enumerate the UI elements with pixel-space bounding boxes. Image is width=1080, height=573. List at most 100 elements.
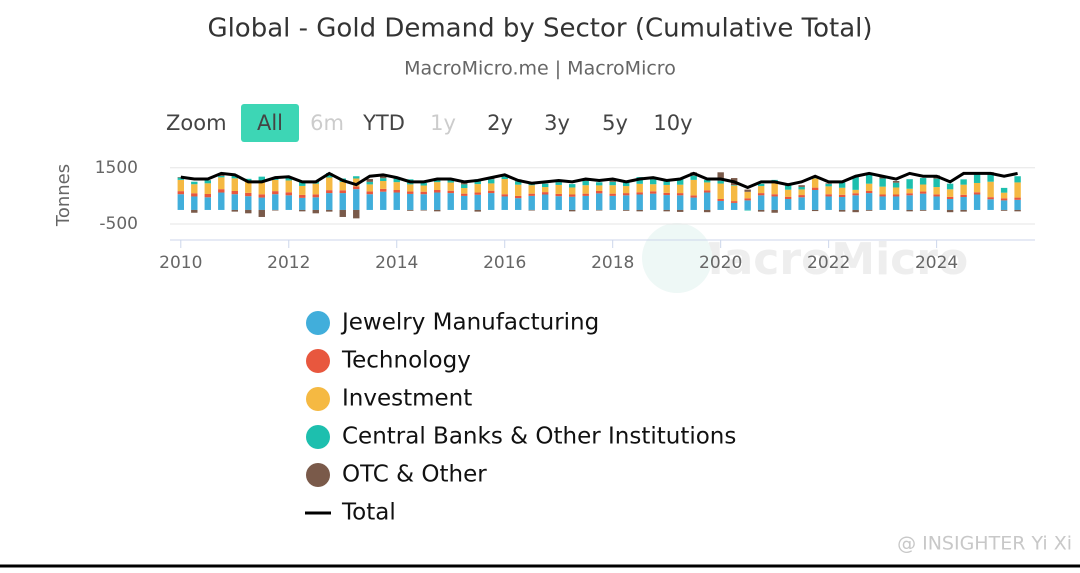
bar-segment (906, 210, 912, 211)
bar-segment (326, 210, 332, 212)
bar-segment (232, 194, 238, 210)
bar-segment (825, 196, 831, 209)
bar-segment (893, 194, 899, 196)
bar-segment (677, 210, 683, 212)
bar-segment (461, 188, 467, 194)
bar-segment (326, 190, 332, 193)
bar-segment (380, 178, 386, 181)
bar-segment (313, 184, 319, 195)
bar-segment (475, 210, 481, 212)
legend-label[interactable]: Central Banks & Other Institutions (342, 424, 736, 450)
bar-segment (879, 187, 885, 195)
bar-segment (272, 180, 278, 191)
bar-segment (421, 194, 427, 210)
bar-segment (920, 210, 926, 211)
bar-segment (947, 199, 953, 210)
bar-segment (609, 196, 615, 210)
bar-segment (569, 187, 575, 194)
bar-segment (812, 190, 818, 210)
bar-segment (286, 180, 292, 192)
bar-segment (515, 196, 521, 198)
bar-segment (974, 183, 980, 192)
bar-segment (367, 194, 373, 210)
bar-segment (866, 184, 872, 191)
bar-segment (852, 190, 858, 193)
credit: @ INSIGHTER Yi Xi (897, 533, 1072, 555)
bar-segment (704, 210, 710, 212)
bar-segment (434, 190, 440, 193)
legend-label[interactable]: Technology (341, 348, 471, 374)
bar-segment (434, 210, 440, 211)
bar-segment (677, 185, 683, 193)
bar-segment (960, 179, 966, 184)
bar-segment (353, 189, 359, 210)
bar-segment (636, 194, 642, 209)
bar-segment (947, 210, 953, 212)
bar-segment (178, 191, 184, 194)
bar-segment (475, 195, 481, 210)
zoom-button[interactable]: 3y (544, 111, 570, 135)
bar-segment (785, 197, 791, 199)
bar-segment (771, 183, 777, 195)
bar-segment (529, 185, 535, 193)
bar-segment (731, 185, 737, 186)
bar-segment (987, 199, 993, 210)
bar-segment (448, 183, 454, 191)
bar-segment (569, 210, 575, 211)
chart-subtitle: MacroMicro.me | MacroMicro (404, 58, 676, 80)
bar-segment (690, 180, 696, 195)
bar-segment (488, 183, 494, 190)
bar-segment (326, 178, 332, 191)
bar-segment (218, 176, 224, 177)
bar-segment (272, 210, 278, 211)
zoom-button[interactable]: 10y (653, 111, 692, 135)
bar-segment (663, 195, 669, 210)
bar-segment (771, 196, 777, 209)
bar-segment (1014, 210, 1020, 211)
bar-segment (245, 196, 251, 210)
bar-segment (542, 192, 548, 194)
bar-segment (299, 186, 305, 195)
legend-label[interactable]: OTC & Other (342, 462, 487, 488)
bar-segment (232, 178, 238, 191)
bar-segment (407, 191, 413, 194)
bar-segment (704, 190, 710, 192)
bar-segment (933, 196, 939, 209)
bar-segment (340, 190, 346, 193)
bar-segment (448, 193, 454, 210)
bar-segment (191, 210, 197, 213)
bar-segment (421, 183, 427, 186)
zoom-button: 6m (310, 111, 344, 135)
zoom-button[interactable]: 2y (487, 111, 513, 135)
bar-segment (825, 194, 831, 196)
bar-segment (299, 198, 305, 210)
bar-segment (394, 190, 400, 193)
bar-segment (866, 210, 872, 211)
bar-segment (367, 191, 373, 194)
zoom-button[interactable]: All (257, 111, 283, 135)
legend-label[interactable]: Jewelry Manufacturing (340, 310, 599, 336)
bar-segment (852, 210, 858, 212)
bar-segment (677, 195, 683, 210)
bar-segment (488, 193, 494, 210)
bar-segment (690, 198, 696, 210)
zoom-button[interactable]: YTD (362, 111, 405, 135)
bar-segment (866, 193, 872, 210)
bar-segment (893, 187, 899, 194)
bar-segment (394, 193, 400, 210)
bar-segment (569, 184, 575, 187)
bar-segment (259, 194, 265, 197)
bar-segment (502, 194, 508, 196)
bar-segment (178, 180, 184, 191)
bar-segment (839, 188, 845, 195)
zoom-button[interactable]: 5y (602, 111, 628, 135)
bar-segment (475, 184, 481, 192)
legend-label[interactable]: Total (341, 500, 396, 526)
bar-segment (367, 184, 373, 191)
bar-segment (1001, 193, 1007, 199)
legend-label[interactable]: Investment (342, 386, 472, 412)
y-tick-label: -500 (99, 214, 138, 234)
zoom-button: 1y (430, 111, 456, 135)
bar-segment (920, 185, 926, 192)
